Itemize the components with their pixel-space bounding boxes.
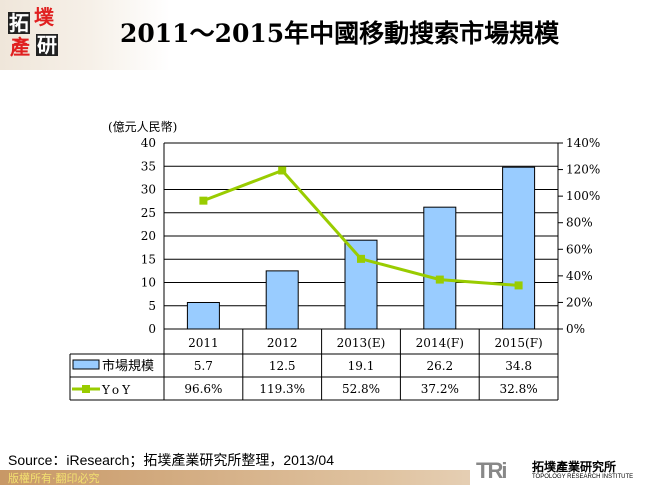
tri-abbr: TRi [476,458,507,483]
y2-tick-label: 140% [566,136,600,150]
y-tick-label: 25 [141,206,156,220]
legend-label: YoY [101,383,133,397]
y-axis-label: (億元人民幣) [108,120,177,134]
y2-tick-label: 100% [566,189,600,203]
tri-en: TOPOLOGY RESEARCH INSTITUTE [532,474,634,480]
data-label: 34.8 [505,359,532,373]
x-tick-label: 2014(F) [416,336,464,350]
yoy-marker [357,254,365,263]
source-note: Source：iResearch；拓墣產業研究所整理，2013/04 [8,452,334,468]
tri-name: 拓墣產業研究所 [532,460,617,474]
y2-tick-label: 60% [566,242,593,256]
copyright: 版權所有‧翻印必究 [8,472,100,485]
y-tick-label: 0 [148,322,156,336]
legend-bar-swatch [72,359,100,370]
legend-label: 市場規模 [102,358,154,374]
x-tick-label: 2013(E) [337,336,386,350]
x-tick-label: 2011 [188,336,219,350]
y-tick-label: 15 [141,252,156,266]
data-label: 37.2% [421,382,459,396]
y-tick-label: 40 [141,136,156,150]
y2-tick-label: 120% [566,163,600,177]
y-tick-label: 20 [141,229,156,243]
logo-char: 研 [36,33,58,57]
data-label: 26.2 [426,359,453,373]
bar [423,206,457,330]
y2-tick-label: 20% [566,295,593,309]
x-tick-label: 2015(F) [494,336,542,350]
y-tick-label: 5 [148,299,156,313]
logo-char: 產 [10,35,30,59]
page-title: 2011～2015年中國移動搜索市場規模 [120,19,560,48]
data-label: 96.6% [184,382,222,396]
logo-char: 拓 [8,11,30,35]
y2-tick-label: 40% [566,269,593,283]
logo-char: 墣 [34,5,54,29]
y2-tick-label: 80% [566,216,593,230]
data-label: 52.8% [342,382,380,396]
data-label: 5.7 [194,359,213,373]
y-tick-label: 30 [141,183,156,197]
tri-logo: TRi 拓墣產業研究所 TOPOLOGY RESEARCH INSTITUTE [470,456,650,485]
data-label: 19.1 [348,359,375,373]
yoy-marker [514,281,523,290]
data-label: 32.8% [500,382,538,396]
logo: 拓 墣 產 研 [8,5,62,59]
yoy-marker [278,166,287,175]
yoy-marker [435,275,444,284]
data-label: 12.5 [269,359,296,373]
x-tick-label: 2012 [267,336,298,350]
bar [344,239,378,330]
data-label: 119.3% [259,382,305,396]
legend-line-marker [82,385,90,393]
bar [502,166,536,330]
bar [265,270,299,330]
y2-tick-label: 0% [566,322,585,336]
bar [186,301,220,330]
y-tick-label: 35 [141,159,156,173]
header: 拓 墣 產 研 2011～2015年中國移動搜索市場規模 [0,0,650,70]
yoy-marker [199,196,208,205]
y-tick-label: 10 [141,276,156,290]
